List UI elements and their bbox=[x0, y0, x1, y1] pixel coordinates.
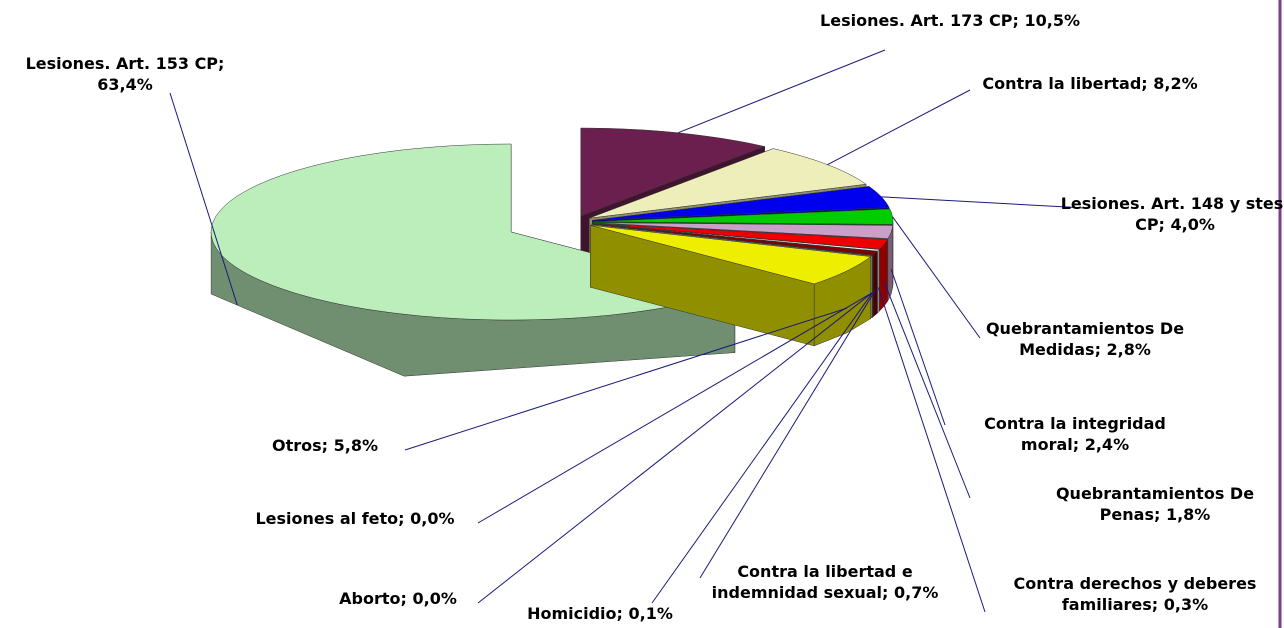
category-label: Contra la libertad; bbox=[982, 74, 1148, 93]
leader-line bbox=[477, 292, 873, 524]
category-label: Lesiones. Art. 173 CP; bbox=[820, 11, 1019, 30]
data-label: Lesiones. Art. 148 y stes. CP; 4,0% bbox=[1060, 193, 1284, 235]
value-label: 8,2% bbox=[1153, 74, 1198, 93]
category-label: Homicidio; bbox=[527, 604, 623, 623]
leader-line bbox=[883, 281, 971, 499]
value-label: 0,1% bbox=[628, 604, 673, 623]
category-label: Aborto; bbox=[339, 589, 407, 608]
leader-line bbox=[677, 49, 886, 134]
value-label: 0,3% bbox=[1163, 595, 1209, 614]
pie-slice bbox=[592, 223, 888, 250]
value-label: 10,5% bbox=[1024, 11, 1080, 30]
data-label: Contra la libertad; 8,2% bbox=[975, 73, 1205, 94]
data-label: Lesiones. Art. 173 CP; 10,5% bbox=[815, 10, 1085, 31]
data-label: Otros; 5,8% bbox=[240, 435, 410, 456]
data-label: Lesiones al feto; 0,0% bbox=[225, 508, 485, 529]
leader-line bbox=[877, 287, 986, 613]
data-label: Quebrantamientos De Medidas; 2,8% bbox=[975, 318, 1195, 360]
category-label: Lesiones al feto; bbox=[255, 509, 405, 528]
leader-line bbox=[881, 196, 1086, 209]
category-label: Quebrantamientos De Penas; bbox=[1055, 484, 1255, 524]
value-label: 0,7% bbox=[893, 583, 939, 602]
leader-line bbox=[169, 92, 238, 306]
leader-line bbox=[651, 292, 873, 604]
value-label: 2,8% bbox=[1106, 340, 1151, 359]
leader-line bbox=[892, 216, 981, 339]
value-label: 4,0% bbox=[1170, 215, 1215, 234]
data-label: Contra la libertad e indemnidad sexual; … bbox=[700, 561, 950, 603]
leader-line bbox=[404, 307, 847, 451]
leader-line bbox=[890, 269, 946, 426]
leader-line bbox=[699, 290, 876, 579]
data-label: Contra derechos y deberes familiares; 0,… bbox=[990, 573, 1280, 615]
pie-slice bbox=[590, 225, 872, 285]
category-label: Quebrantamientos De Medidas; bbox=[985, 319, 1185, 359]
value-label: 1,8% bbox=[1165, 505, 1211, 524]
value-label: 2,4% bbox=[1084, 435, 1130, 454]
pie-slice bbox=[592, 222, 893, 239]
slice-side bbox=[879, 238, 888, 312]
slice-side bbox=[872, 250, 878, 318]
category-label: Contra la integridad moral; bbox=[984, 414, 1166, 454]
category-label: Contra derechos y deberes familiares; bbox=[1013, 574, 1257, 614]
pie-slice bbox=[580, 127, 766, 217]
value-label: 0,0% bbox=[412, 589, 457, 608]
data-label: Aborto; 0,0% bbox=[318, 588, 478, 609]
value-label: 5,8% bbox=[333, 436, 378, 455]
data-label: Contra la integridad moral; 2,4% bbox=[965, 413, 1185, 455]
data-label: Homicidio; 0,1% bbox=[500, 603, 700, 624]
value-label: 0,0% bbox=[410, 509, 455, 528]
category-label: Lesiones. Art. 153 CP; bbox=[25, 54, 225, 73]
value-label: 63,4% bbox=[97, 75, 153, 94]
data-label: Quebrantamientos De Penas; 1,8% bbox=[1040, 483, 1270, 525]
leader-line bbox=[477, 292, 873, 604]
pie-slice bbox=[589, 148, 867, 219]
category-label: Contra la libertad e indemnidad sexual; bbox=[711, 562, 913, 602]
leader-line bbox=[827, 89, 971, 166]
category-label: Lesiones. Art. 148 y stes. CP; bbox=[1060, 194, 1284, 234]
pie-slice bbox=[591, 223, 873, 256]
category-label: Otros; bbox=[271, 436, 329, 455]
data-label: Lesiones. Art. 153 CP; 63,4% bbox=[0, 53, 250, 95]
slice-side bbox=[877, 248, 880, 314]
